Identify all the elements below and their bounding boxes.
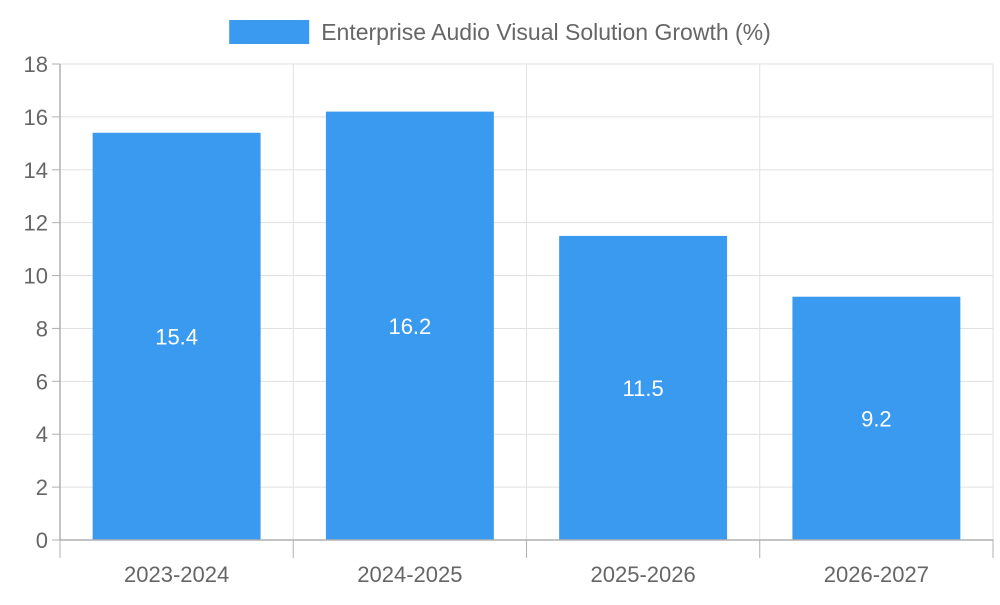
y-tick-label: 12	[24, 211, 48, 236]
bar-2025-2026[interactable]	[559, 235, 728, 540]
data-label: 16.2	[388, 314, 431, 339]
data-label: 15.4	[155, 324, 198, 349]
legend-label[interactable]: Enterprise Audio Visual Solution Growth …	[321, 19, 771, 45]
legend-swatch[interactable]	[229, 20, 310, 44]
bar-2026-2027[interactable]	[792, 296, 961, 540]
x-tick-label: 2026-2027	[824, 562, 929, 587]
y-tick-label: 0	[36, 528, 48, 553]
x-tick-label: 2025-2026	[591, 562, 696, 587]
data-label: 9.2	[861, 406, 892, 431]
legend[interactable]: Enterprise Audio Visual Solution Growth …	[229, 19, 771, 45]
y-tick-label: 6	[36, 369, 48, 394]
y-tick-label: 10	[24, 264, 48, 289]
y-tick-label: 2	[36, 475, 48, 500]
x-tick-label: 2023-2024	[124, 562, 229, 587]
bar-layer	[92, 111, 961, 540]
y-tick-label: 4	[36, 422, 48, 447]
y-tick-label: 16	[24, 105, 48, 130]
bar-2024-2025[interactable]	[325, 111, 494, 540]
x-tick-label: 2024-2025	[357, 562, 462, 587]
y-tick-label: 8	[36, 316, 48, 341]
axis-layer: 0 2 4 6 8 10 12 14 16 18 2023-2024 2024-2025 2025-20…	[24, 52, 994, 587]
y-tick-label: 18	[24, 52, 48, 77]
y-tick-label: 14	[24, 158, 48, 183]
label-layer: 15.4 16.2 11.5 9.2	[155, 314, 891, 432]
bar-2023-2024[interactable]	[92, 132, 261, 540]
data-label: 11.5	[623, 376, 664, 401]
